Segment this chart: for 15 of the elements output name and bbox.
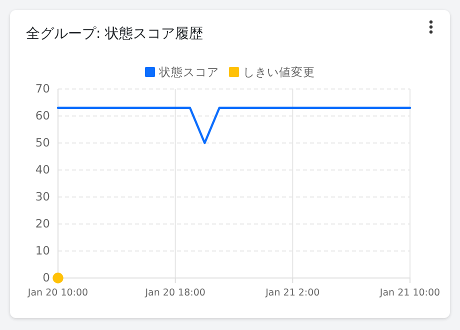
y-tick-label: 40 xyxy=(35,162,50,177)
y-tick-label: 60 xyxy=(35,108,50,123)
y-tick-label: 70 xyxy=(35,82,50,96)
x-tick-label: Jan 21 2:00 xyxy=(264,288,320,299)
x-tick-label: Jan 20 18:00 xyxy=(144,288,206,299)
legend-label: しきい値変更 xyxy=(243,65,315,79)
x-tick-label: Jan 20 10:00 xyxy=(26,288,88,299)
y-tick-label: 0 xyxy=(42,270,50,285)
y-tick-label: 10 xyxy=(35,244,50,258)
chart-title: 全グループ: 状態スコア履歴 xyxy=(26,26,204,42)
x-tick-label: Jan 21 10:00 xyxy=(378,288,440,299)
y-tick-label: 20 xyxy=(35,216,50,231)
legend-label: 状態スコア xyxy=(158,65,219,79)
y-tick-label: 50 xyxy=(35,136,50,150)
y-tick-label: 30 xyxy=(35,190,50,204)
